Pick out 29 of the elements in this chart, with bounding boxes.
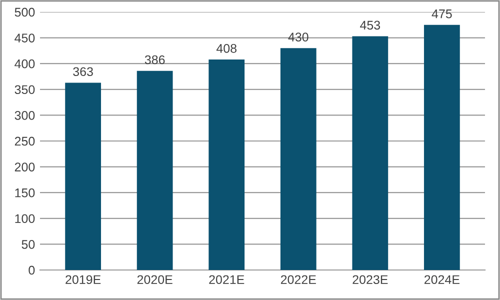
x-tick-label: 2021E [209,275,244,284]
data-label: 453 [360,20,380,30]
y-tick-label: 500 [14,8,35,17]
y-tick-label: 250 [14,136,35,146]
y-tick-label: 50 [22,240,35,249]
data-label: 386 [144,55,165,64]
x-tick-label: 2019E [66,275,101,284]
x-tick-label: 2022E [280,275,316,284]
y-tick-label: 100 [15,214,35,224]
bar [352,36,388,270]
data-label: 430 [288,32,308,42]
bar [65,82,102,270]
data-label: 363 [73,67,93,76]
bar [136,70,173,270]
y-tick-label: 350 [14,85,35,94]
x-tick-label: 2024E [424,275,460,284]
data-label: 475 [432,10,452,18]
bar [424,24,460,270]
bar [280,48,316,270]
y-tick-label: 0 [28,266,35,275]
y-tick-label: 300 [14,111,35,120]
x-tick-label: 2020E [137,275,172,284]
data-label: 408 [216,44,236,53]
x-tick-label: 2023E [352,275,388,284]
y-tick-label: 150 [15,188,35,198]
bar [208,59,245,270]
y-tick-label: 400 [14,59,35,68]
y-tick-label: 200 [14,162,35,172]
y-tick-label: 450 [14,34,35,42]
